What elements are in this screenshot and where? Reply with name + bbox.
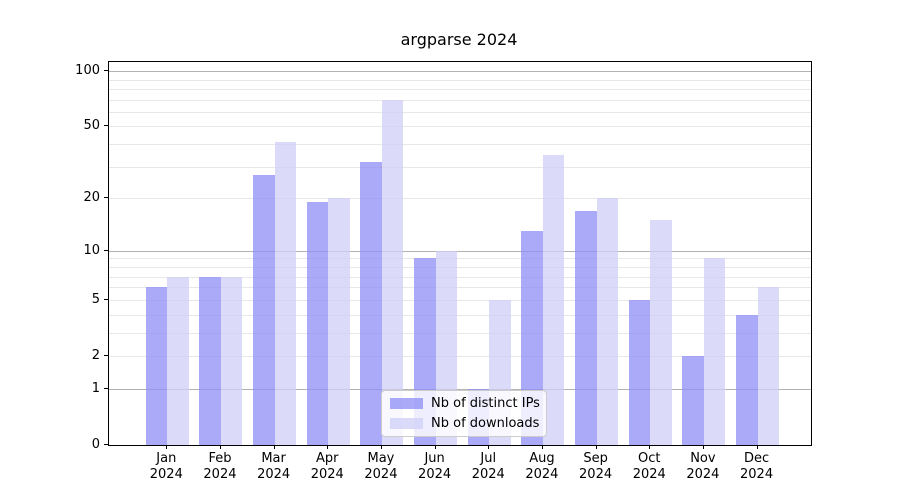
x-tick-mark [702, 445, 704, 449]
legend-label: Nb of downloads [431, 416, 540, 431]
major-gridline [109, 250, 811, 252]
bar-downloads [328, 198, 350, 445]
legend: Nb of distinct IPs Nb of downloads [381, 390, 547, 437]
y-tick-mark [104, 125, 108, 127]
bar-ips [199, 276, 221, 445]
minor-gridline [109, 111, 811, 113]
x-tick-mark [434, 445, 436, 449]
minor-gridline [109, 99, 811, 101]
y-tick-mark [104, 70, 108, 72]
minor-gridline [109, 198, 811, 200]
y-tick-label: 0 [91, 437, 100, 452]
y-tick-mark [104, 298, 108, 300]
bar-downloads [274, 142, 297, 445]
legend-swatch-downloads [390, 418, 423, 429]
y-tick-mark [104, 354, 108, 356]
legend-row: Nb of distinct IPs [390, 395, 540, 412]
x-tick-label: Mar 2024 [257, 451, 291, 482]
y-tick-label: 1 [91, 380, 100, 396]
x-tick-label: Apr 2024 [310, 451, 344, 482]
legend-swatch-ips [390, 398, 423, 409]
y-tick-mark [104, 197, 108, 199]
plot-area: Nb of distinct IPs Nb of downloads [108, 61, 812, 446]
y-tick-label: 20 [83, 190, 100, 206]
x-tick-mark [541, 445, 543, 449]
x-tick-mark [380, 445, 382, 449]
x-tick-mark [219, 445, 221, 449]
legend-label: Nb of distinct IPs [431, 396, 540, 411]
bar-downloads [381, 99, 404, 445]
bar-ips [682, 355, 704, 445]
bar-downloads [757, 287, 780, 445]
bar-downloads [542, 154, 565, 445]
y-tick-label: 2 [91, 347, 100, 363]
minor-gridline [109, 355, 811, 357]
x-tick-mark [273, 445, 275, 449]
y-tick-mark [104, 387, 108, 389]
major-gridline [109, 388, 811, 390]
bar-downloads [167, 276, 189, 445]
y-tick-label: 5 [91, 291, 100, 307]
minor-gridline [109, 266, 811, 268]
minor-gridline [109, 299, 811, 301]
x-tick-label: May 2024 [364, 451, 398, 482]
x-tick-label: Dec 2024 [740, 451, 774, 482]
bar-downloads [220, 276, 243, 445]
bar-ips [628, 299, 651, 445]
bar-ips [306, 202, 329, 445]
bar-ips [253, 175, 275, 445]
major-gridline [109, 71, 811, 73]
bar-downloads [596, 198, 619, 445]
y-tick-label: 100 [75, 63, 100, 79]
y-tick-mark [104, 249, 108, 251]
y-tick-label: 10 [83, 242, 100, 258]
x-tick-label: Nov 2024 [686, 451, 720, 482]
minor-gridline [109, 88, 811, 90]
x-tick-mark [488, 445, 490, 449]
y-tick-label: 50 [83, 118, 100, 134]
x-tick-label: Aug 2024 [525, 451, 559, 482]
minor-gridline [109, 287, 811, 289]
bar-ips [145, 287, 168, 445]
minor-gridline [109, 144, 811, 146]
y-tick-mark [104, 444, 108, 445]
bar-downloads [703, 258, 726, 445]
x-tick-mark [595, 445, 597, 449]
x-tick-label: Oct 2024 [632, 451, 666, 482]
minor-gridline [109, 166, 811, 168]
x-tick-mark [649, 445, 651, 449]
minor-gridline [109, 276, 811, 278]
x-tick-label: Sep 2024 [579, 451, 613, 482]
chart-title: argparse 2024 [400, 30, 518, 49]
x-tick-mark [756, 445, 758, 449]
minor-gridline [109, 314, 811, 316]
x-tick-mark [327, 445, 329, 449]
bar-ips [360, 161, 382, 445]
legend-row: Nb of downloads [390, 415, 540, 432]
x-tick-mark [166, 445, 168, 449]
x-tick-label: Jan 2024 [149, 451, 183, 482]
minor-gridline [109, 126, 811, 128]
bar-downloads [650, 220, 672, 445]
x-tick-label: Feb 2024 [203, 451, 237, 482]
minor-gridline [109, 332, 811, 334]
minor-gridline [109, 79, 811, 81]
minor-gridline [109, 258, 811, 260]
bar-ips [575, 210, 597, 445]
x-tick-label: Jul 2024 [471, 451, 505, 482]
bar-ips [736, 314, 758, 445]
x-tick-label: Jun 2024 [418, 451, 452, 482]
